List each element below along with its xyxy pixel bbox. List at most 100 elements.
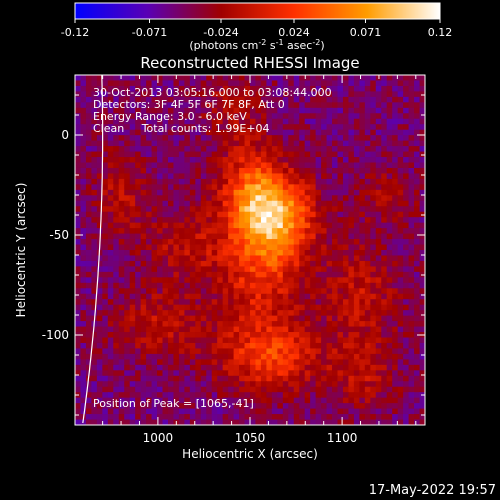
heatmap-cell — [200, 260, 207, 268]
heatmap-cell — [244, 392, 251, 399]
heatmap-cell — [326, 211, 333, 218]
heatmap-cell — [200, 211, 207, 218]
heatmap-cell — [222, 80, 229, 87]
heatmap-cell — [173, 162, 180, 169]
heatmap-cell — [162, 260, 169, 268]
heatmap-cell — [293, 85, 300, 93]
heatmap-cell — [189, 189, 196, 196]
heatmap-cell — [113, 239, 120, 246]
heatmap-cell — [102, 75, 109, 82]
heatmap-cell — [217, 228, 224, 235]
heatmap-cell — [348, 233, 355, 240]
heatmap-cell — [386, 288, 393, 295]
heatmap-cell — [195, 326, 202, 333]
heatmap-cell — [353, 348, 360, 355]
heatmap-cell — [222, 211, 229, 218]
heatmap-cell — [299, 211, 306, 218]
heatmap-cell — [239, 315, 246, 322]
heatmap-cell — [255, 260, 262, 268]
heatmap-cell — [162, 173, 169, 180]
heatmap-cell — [282, 200, 289, 207]
heatmap-cell — [244, 414, 251, 421]
heatmap-cell — [129, 250, 136, 257]
heatmap-cell — [129, 206, 136, 213]
heatmap-cell — [107, 375, 114, 382]
heatmap-cell — [348, 326, 355, 333]
heatmap-cell — [348, 342, 355, 350]
heatmap-cell — [419, 118, 425, 125]
heatmap-cell — [173, 293, 180, 300]
heatmap-cell — [233, 364, 240, 371]
heatmap-cell — [419, 397, 425, 404]
heatmap-cell — [80, 195, 87, 202]
heatmap-cell — [157, 304, 164, 311]
heatmap-cell — [304, 124, 311, 131]
heatmap-cell — [403, 107, 410, 114]
heatmap-cell — [244, 140, 251, 147]
heatmap-cell — [255, 200, 262, 207]
heatmap-cell — [321, 129, 328, 136]
heatmap-cell — [277, 381, 284, 388]
heatmap-cell — [408, 173, 415, 180]
heatmap-cell — [140, 157, 147, 164]
heatmap-cell — [113, 321, 120, 328]
heatmap-cell — [353, 310, 360, 317]
heatmap-cell — [222, 386, 229, 393]
heatmap-cell — [266, 189, 273, 196]
heatmap-cell — [277, 293, 284, 300]
heatmap-cell — [211, 337, 218, 344]
heatmap-cell — [370, 310, 377, 317]
heatmap-cell — [146, 293, 153, 300]
heatmap-cell — [200, 80, 207, 87]
heatmap-cell — [85, 293, 93, 300]
heatmap-cell — [200, 353, 207, 360]
heatmap-cell — [124, 408, 131, 415]
heatmap-cell — [304, 167, 311, 175]
heatmap-cell — [102, 239, 109, 246]
heatmap-cell — [342, 414, 350, 421]
heatmap-cell — [178, 260, 185, 268]
heatmap-cell — [250, 189, 257, 196]
heatmap-cell — [135, 113, 142, 120]
heatmap-cell — [315, 315, 322, 322]
heatmap-cell — [370, 140, 377, 147]
heatmap-cell — [222, 184, 229, 191]
heatmap-cell — [381, 184, 388, 191]
heatmap-cell — [255, 386, 262, 393]
heatmap-cell — [140, 271, 147, 278]
heatmap-cell — [96, 321, 103, 328]
heatmap-cell — [184, 200, 191, 207]
heatmap-cell — [85, 222, 93, 229]
heatmap-cell — [386, 189, 393, 196]
heatmap-cell — [124, 337, 131, 344]
heatmap-cell — [173, 244, 180, 251]
heatmap-cell — [359, 326, 366, 333]
heatmap-cell — [239, 266, 246, 273]
heatmap-cell — [206, 85, 213, 93]
heatmap-cell — [370, 271, 377, 278]
heatmap-cell — [392, 381, 399, 388]
heatmap-cell — [255, 96, 262, 103]
heatmap-cell — [102, 96, 109, 103]
heatmap-cell — [250, 326, 257, 333]
heatmap-cell — [293, 228, 300, 235]
heatmap-cell — [266, 129, 273, 136]
heatmap-cell — [228, 244, 235, 251]
heatmap-cell — [167, 326, 175, 333]
heatmap-cell — [113, 370, 120, 377]
heatmap-cell — [107, 299, 114, 306]
heatmap-cell — [403, 359, 410, 366]
heatmap-cell — [200, 250, 207, 257]
heatmap-cell — [299, 244, 306, 251]
heatmap-cell — [386, 228, 393, 235]
heatmap-cell — [80, 211, 87, 218]
heatmap-cell — [337, 359, 344, 366]
heatmap-cell — [80, 146, 87, 153]
heatmap-cell — [315, 244, 322, 251]
heatmap-cell — [277, 260, 284, 268]
heatmap-cell — [397, 211, 404, 218]
heatmap-cell — [189, 332, 196, 339]
heatmap-cell — [200, 375, 207, 382]
heatmap-cell — [244, 211, 251, 218]
heatmap-cell — [233, 129, 240, 136]
